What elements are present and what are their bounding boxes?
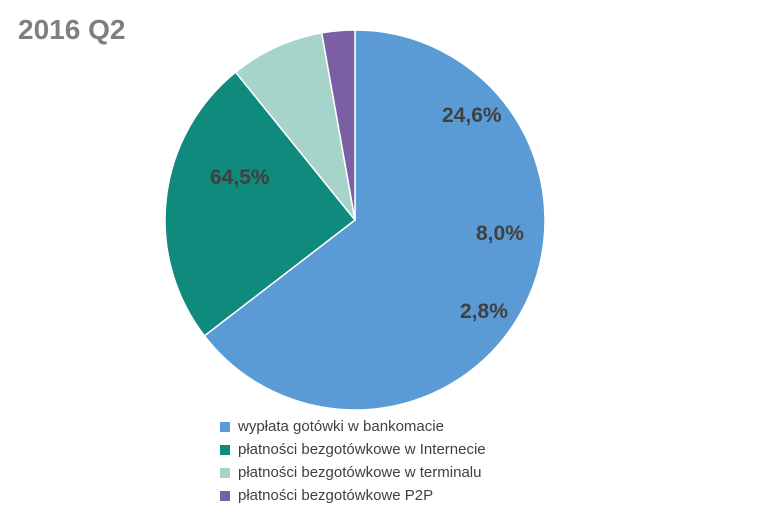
legend-item-1: płatności bezgotówkowe w Internecie	[220, 441, 486, 458]
pie-chart: 2016 Q2 64,5% 24,6% 8,0% 2,8% wypłata go…	[0, 0, 766, 516]
legend-swatch-2	[220, 468, 230, 478]
legend-swatch-3	[220, 491, 230, 501]
slice-label-1: 24,6%	[442, 104, 502, 128]
legend-text-1: płatności bezgotówkowe w Internecie	[238, 441, 486, 458]
legend-text-0: wypłata gotówki w bankomacie	[238, 418, 444, 435]
slice-label-3: 2,8%	[460, 300, 508, 324]
legend-item-0: wypłata gotówki w bankomacie	[220, 418, 486, 435]
slice-label-0: 64,5%	[210, 166, 270, 190]
legend-swatch-0	[220, 422, 230, 432]
legend-item-2: płatności bezgotówkowe w terminalu	[220, 464, 486, 481]
chart-title: 2016 Q2	[18, 14, 125, 46]
legend: wypłata gotówki w bankomacie płatności b…	[220, 418, 486, 510]
pie-svg	[163, 28, 547, 412]
legend-swatch-1	[220, 445, 230, 455]
legend-text-3: płatności bezgotówkowe P2P	[238, 487, 433, 504]
legend-item-3: płatności bezgotówkowe P2P	[220, 487, 486, 504]
legend-text-2: płatności bezgotówkowe w terminalu	[238, 464, 481, 481]
slice-label-2: 8,0%	[476, 222, 524, 246]
